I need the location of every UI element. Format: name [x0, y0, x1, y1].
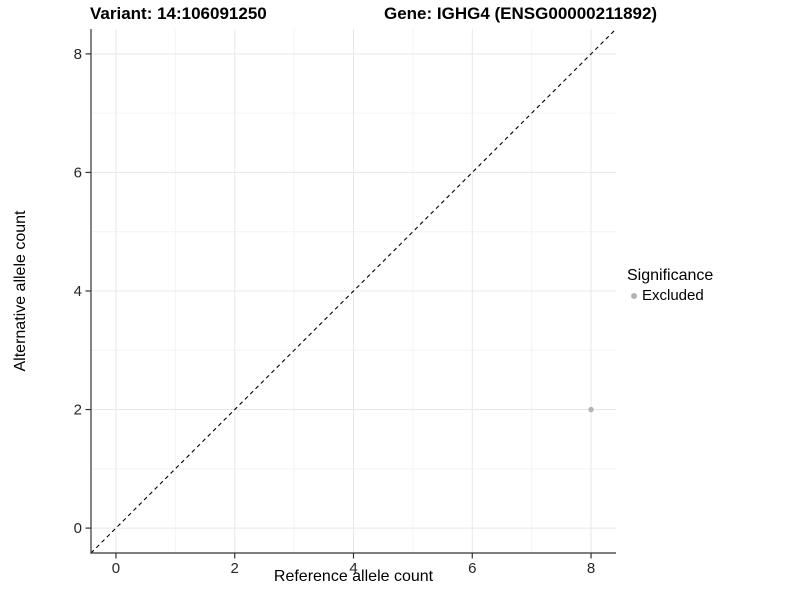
- y-axis-title: Alternative allele count: [12, 210, 29, 372]
- x-tick-label: 0: [112, 560, 120, 577]
- data-point: [588, 406, 594, 413]
- y-tick-label: 6: [74, 164, 82, 181]
- legend-entry: Excluded: [627, 286, 713, 306]
- y-tick-label: 4: [74, 283, 82, 300]
- y-tick-label: 8: [74, 46, 82, 63]
- legend-title: Significance: [627, 267, 714, 284]
- legend: Significance Excluded: [627, 266, 713, 306]
- plot-title-variant: Variant: 14:106091250: [90, 4, 267, 23]
- x-tick-label: 6: [468, 560, 476, 577]
- plot-title-gene: Gene: IGHG4 (ENSG00000211892): [384, 4, 658, 23]
- y-tick-label: 2: [74, 402, 82, 419]
- x-tick-label: 8: [587, 560, 595, 577]
- identity-line: [90, 28, 617, 554]
- x-tick-label: 2: [231, 560, 239, 577]
- y-tick-label: 0: [74, 520, 82, 537]
- legend-point-icon: [631, 293, 637, 299]
- x-axis-title: Reference allele count: [273, 568, 434, 585]
- x-tick-label: 4: [349, 560, 357, 577]
- legend-entry-label: Excluded: [642, 287, 704, 304]
